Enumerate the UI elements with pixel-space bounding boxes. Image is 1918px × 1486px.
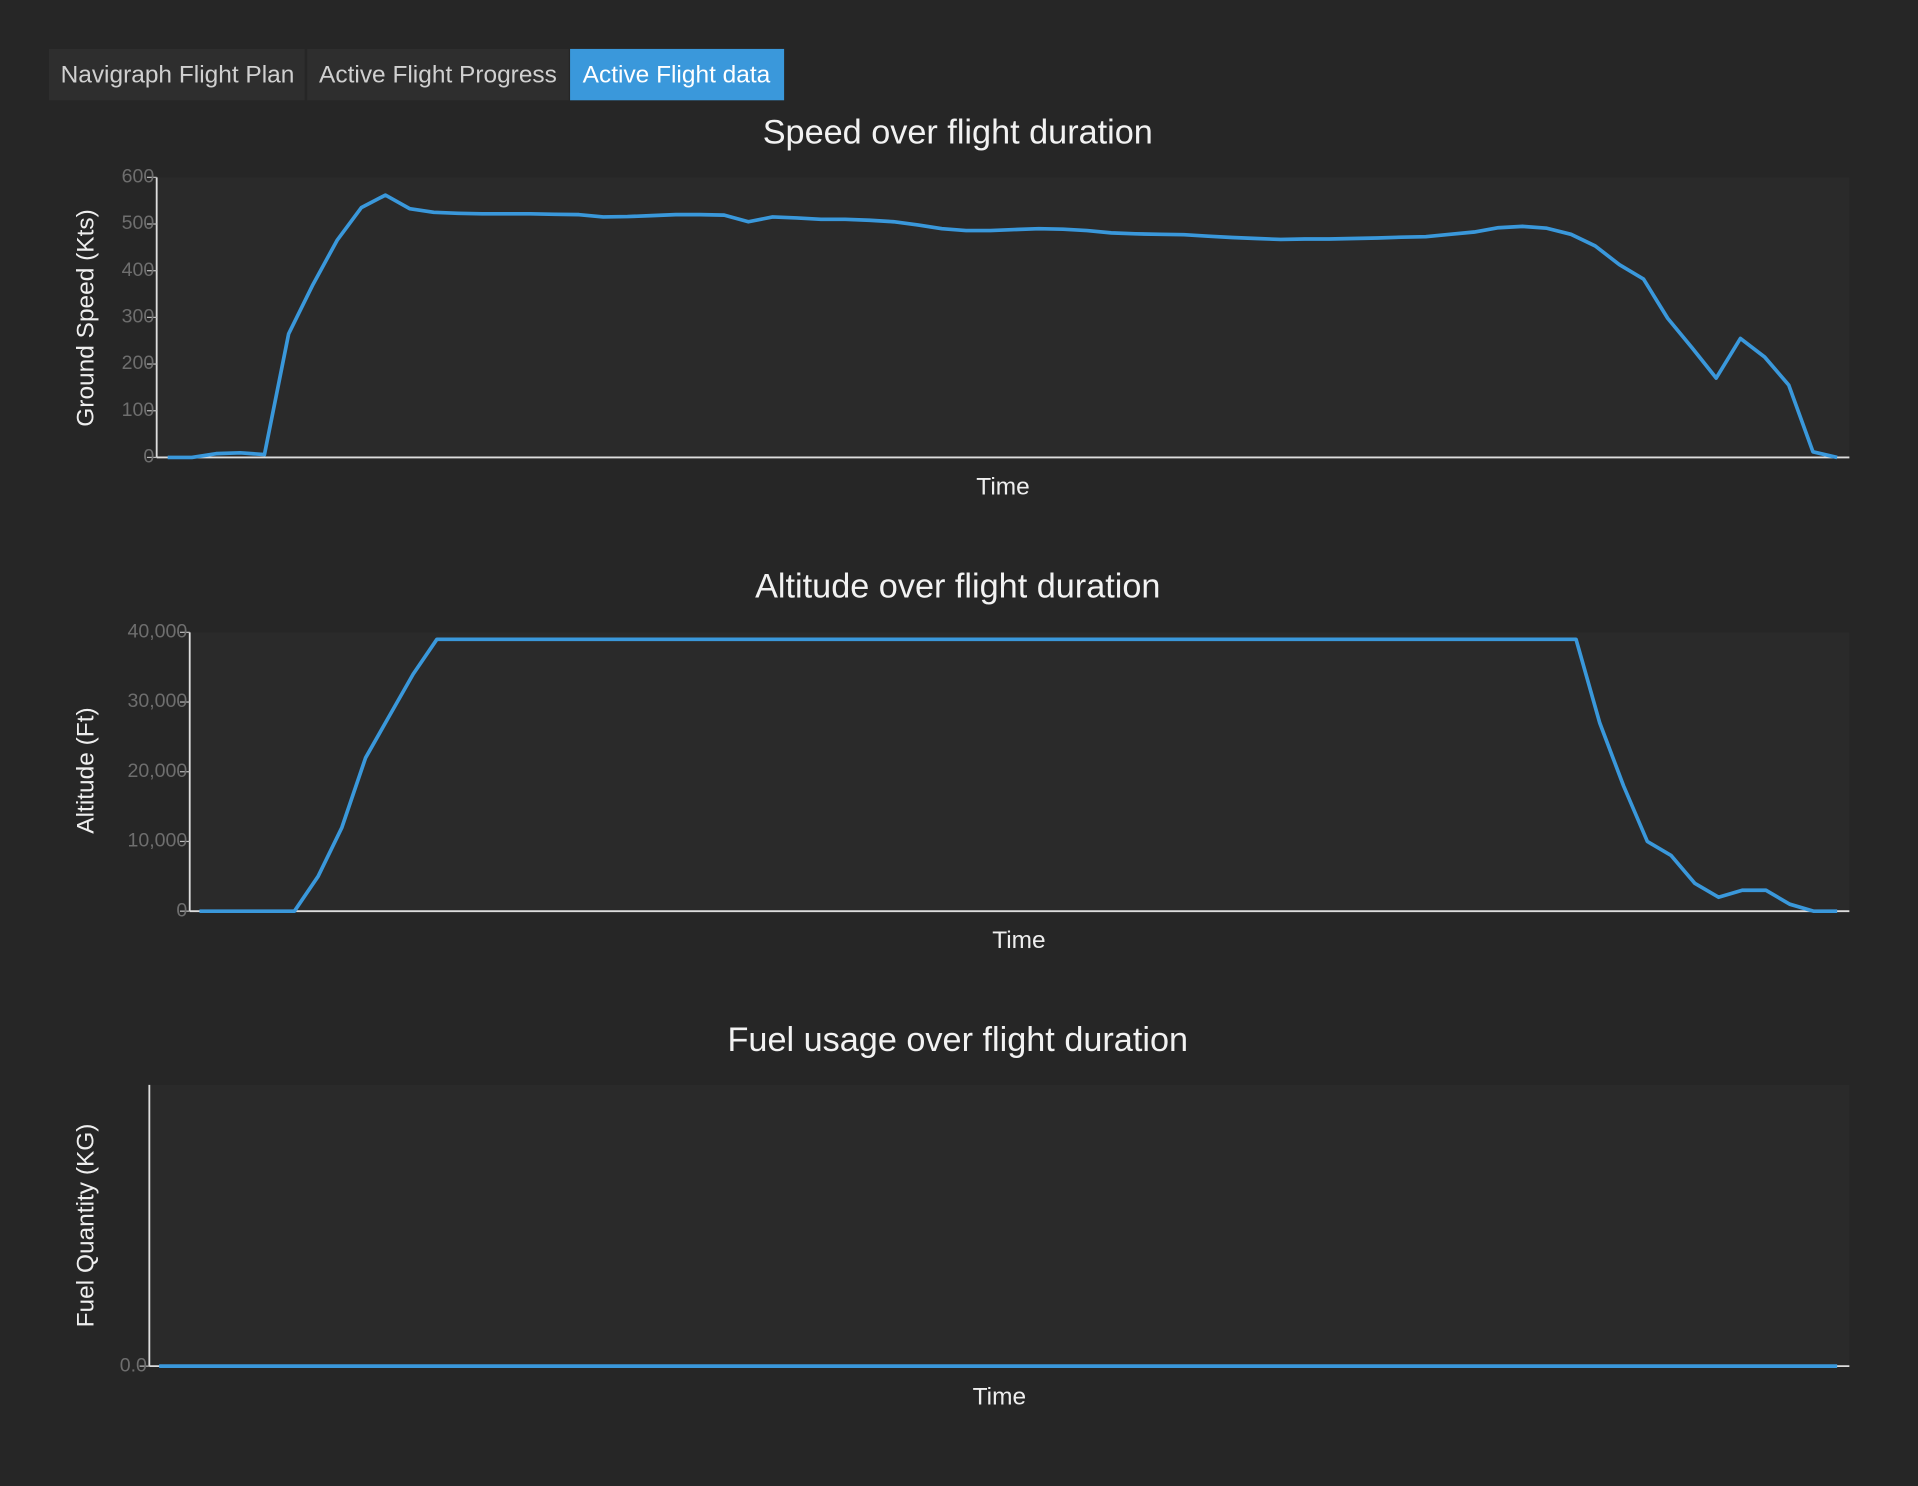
y-tick-label: 30,000 <box>127 690 187 712</box>
tab[interactable]: Navigraph Flight Plan <box>49 48 305 101</box>
y-tick-label: 100 <box>122 399 155 421</box>
y-tick-label: 500 <box>122 212 155 234</box>
y-tick-label: 0.0 <box>120 1354 147 1376</box>
tab-label[interactable]: Active Flight Progress <box>319 61 557 88</box>
tab-bg[interactable] <box>570 48 785 101</box>
y-tick-label: 400 <box>122 259 155 281</box>
tab[interactable]: Active Flight Progress <box>307 48 569 101</box>
tab-label[interactable]: Active Flight data <box>583 61 771 88</box>
y-tick-label: 0 <box>176 899 187 921</box>
plot-area <box>149 1084 1850 1367</box>
plot-area <box>189 632 1850 912</box>
tab-label[interactable]: Navigraph Flight Plan <box>61 61 295 88</box>
chart-title: Speed over flight duration <box>763 114 1153 152</box>
y-tick-label: 40,000 <box>127 620 187 642</box>
y-tick-label: 200 <box>122 352 155 374</box>
tab-bg[interactable] <box>49 48 305 101</box>
y-axis-label: Ground Speed (Kts) <box>72 209 99 426</box>
y-tick-label: 0 <box>143 446 154 468</box>
y-tick-label: 600 <box>122 166 155 188</box>
y-axis-label: Fuel Quantity (KG) <box>72 1124 99 1328</box>
y-tick-label: 300 <box>122 306 155 328</box>
x-axis-label: Time <box>992 927 1045 954</box>
y-tick-label: 10,000 <box>127 830 187 852</box>
x-axis-label: Time <box>973 1383 1026 1410</box>
tab-active[interactable]: Active Flight data <box>570 48 785 101</box>
y-tick-label: 20,000 <box>127 760 187 782</box>
x-axis-label: Time <box>976 473 1029 500</box>
data-line <box>167 193 1838 460</box>
chart-title: Altitude over flight duration <box>755 567 1160 605</box>
chart-title: Fuel usage over flight duration <box>728 1021 1189 1059</box>
plot-area <box>156 177 1850 458</box>
y-axis-label: Altitude (Ft) <box>72 707 99 833</box>
data-line <box>199 637 1838 914</box>
tab-bg[interactable] <box>307 48 569 101</box>
